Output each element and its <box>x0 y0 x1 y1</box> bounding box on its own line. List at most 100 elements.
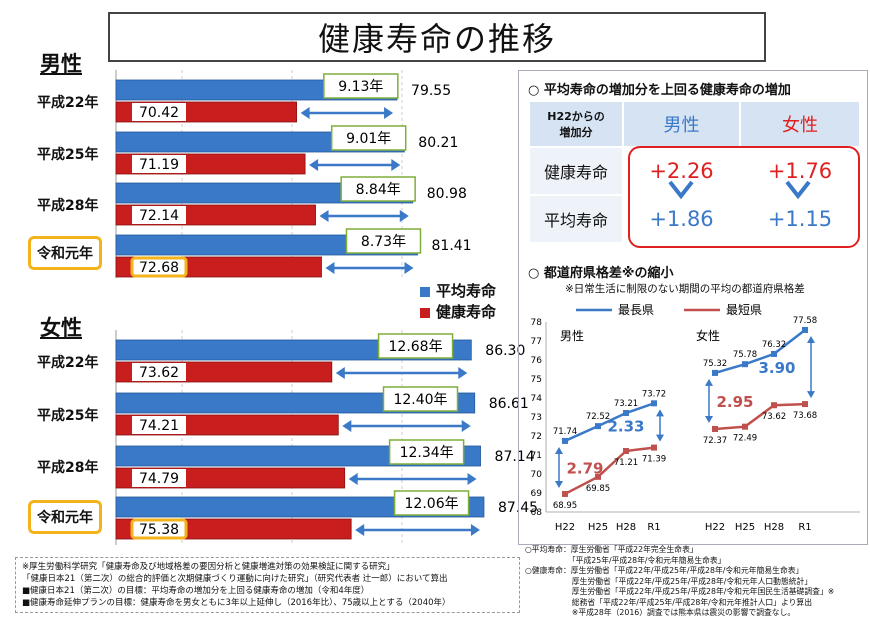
female-healthy-increase: +1.76 <box>767 159 833 183</box>
female-year-label: 平成28年 <box>37 460 99 476</box>
gap-arrow-head-bottom <box>555 480 563 488</box>
table-row-healthy: 健康寿命 <box>530 148 622 194</box>
legend-healthy: 健康寿命 <box>420 301 496 322</box>
short-series-value-label: 68.95 <box>553 501 577 511</box>
x-tick-label: H22 <box>705 522 725 533</box>
gap-arrow-head-bottom <box>656 434 664 442</box>
short-series-value-label: 72.37 <box>703 436 727 446</box>
table-corner-line2: 増加分 <box>559 126 593 139</box>
legend-short-label: 最短県 <box>726 303 762 317</box>
y-tick-label: 77 <box>531 337 542 347</box>
gap-arrow-head-right <box>458 367 468 379</box>
table-col-male: 男性 <box>624 102 739 146</box>
male-year-label-highlight: 令和元年 <box>28 236 102 270</box>
gap-arrow-head-top <box>555 446 563 454</box>
gap-arrow-head-right <box>467 473 477 485</box>
short-series-value-label: 72.49 <box>733 434 757 444</box>
healthy-value-label: 74.21 <box>139 418 179 434</box>
male-year-label: 平成25年 <box>37 147 99 163</box>
table-row-avg: 平均寿命 <box>530 196 622 242</box>
x-tick-label: H25 <box>735 522 755 533</box>
long-series-value-label: 71.74 <box>553 427 577 437</box>
healthy-value-box <box>132 363 186 381</box>
healthy-value-box <box>130 518 188 540</box>
short-series-value-label: 73.62 <box>762 412 786 422</box>
gap-arrow-head-left <box>325 262 335 274</box>
short-series-value-label: 71.39 <box>642 455 666 465</box>
gap-arrow-head-right <box>461 420 471 432</box>
short-series-point <box>595 473 601 480</box>
footnote-line: 「健康日本21（第二次）の総合的評価と次期健康づくり運動に向けた研究」（研究代表… <box>22 574 448 584</box>
source-line: ※平成28年（2016）調査では熊本県は震災の影響で調査なし。 <box>525 608 796 617</box>
short-series-value-label: 71.21 <box>614 458 638 468</box>
male-year-label: 平成22年 <box>37 95 99 111</box>
highlight-box <box>628 146 860 248</box>
x-tick-label: H28 <box>616 522 636 533</box>
avg-bar <box>115 496 485 518</box>
source-line: 厚生労働省「平成22年/平成25年/平成28年/令和元年国民生活基礎調査」※ <box>525 587 835 596</box>
healthy-value-box <box>130 256 188 278</box>
long-series-line <box>564 402 655 443</box>
x-tick-label: R1 <box>798 522 811 533</box>
healthy-value-box <box>132 469 186 487</box>
right-panel <box>518 70 868 545</box>
long-series-point <box>802 326 808 333</box>
source-line: 総務省「平成22年/平成25年/平成28年/令和元年推計人口」より算出 <box>525 597 812 607</box>
gap-arrow-head-top <box>705 378 713 386</box>
long-series-point <box>651 400 657 407</box>
avg-value-label: 87.45 <box>498 500 538 516</box>
footnote-line: ※厚生労働科学研究「健康寿命及び地域格差の要因分析と健康増進対策の効果検証に関す… <box>22 562 395 572</box>
x-tick-label: R1 <box>647 522 660 533</box>
gap-arrow-head-left <box>335 367 345 379</box>
source-line: ○健康寿命：厚生労働省「平成22年/平成25年/平成28年/令和元年簡易生命表」 <box>525 566 804 575</box>
gap-arrow-head-right <box>399 210 409 222</box>
panel-sex-label: 男性 <box>560 329 584 343</box>
gap-arrow-head-right <box>391 159 401 171</box>
short-series-point <box>623 448 629 455</box>
male-healthy-increase: +2.26 <box>649 159 714 183</box>
x-tick-label: H28 <box>764 522 784 533</box>
section2-title: ○ 都道府県格差※の縮小 <box>528 266 674 281</box>
gap-label-box <box>388 439 465 465</box>
long-series-point <box>771 350 777 357</box>
table-corner-line1: H22からの <box>547 110 605 123</box>
short-series-point <box>651 444 657 451</box>
gap-arrow-head-bottom <box>807 391 815 399</box>
avg-value-label: 81.41 <box>432 238 472 254</box>
x-tick-label: H25 <box>588 522 608 533</box>
avg-value-label: 79.55 <box>411 83 451 99</box>
gap-arrow-head-left <box>355 524 365 536</box>
gap-label: 12.68年 <box>389 339 443 355</box>
healthy-value-label: 73.62 <box>139 365 179 381</box>
gap-value-label: 2.33 <box>607 417 644 435</box>
gap-arrow-head-bottom <box>705 415 713 423</box>
long-series-point <box>742 361 748 368</box>
gap-label-box <box>340 176 416 202</box>
gap-label-box <box>377 333 454 359</box>
legend-long-label: 最長県 <box>618 303 654 317</box>
legend-healthy-label: 健康寿命 <box>436 303 497 321</box>
gap-label: 12.06年 <box>405 496 459 512</box>
footnote-right: ○平均寿命：厚生労働省「平成22年完全生命表」 「平成25年/平成28年/令和元… <box>525 545 865 619</box>
y-tick-label: 75 <box>531 375 542 385</box>
y-tick-label: 70 <box>531 470 543 480</box>
y-tick-label: 69 <box>531 489 543 499</box>
gap-arrow-head-top <box>807 335 815 343</box>
short-series-value-label: 73.68 <box>793 411 817 421</box>
long-series-line <box>714 328 806 375</box>
source-line: 「平成25年/平成28年/令和元年簡易生命表」 <box>525 555 726 565</box>
gap-label: 12.40年 <box>393 392 447 408</box>
healthy-value-label: 70.42 <box>139 105 179 121</box>
y-tick-label: 73 <box>531 413 542 423</box>
y-tick-label: 72 <box>531 432 542 442</box>
male-section-label: 男性 <box>40 52 82 76</box>
long-series-value-label: 73.72 <box>642 389 666 399</box>
long-series-value-label: 75.32 <box>703 359 727 369</box>
long-series-point <box>712 369 718 376</box>
avg-value-label: 86.30 <box>485 343 525 359</box>
gap-value-label: 3.90 <box>758 359 795 377</box>
gap-arrow-head-left <box>348 473 358 485</box>
short-series-point <box>742 423 748 430</box>
female-year-label-highlight: 令和元年 <box>28 500 102 534</box>
male-avg-increase: +1.86 <box>649 207 714 231</box>
